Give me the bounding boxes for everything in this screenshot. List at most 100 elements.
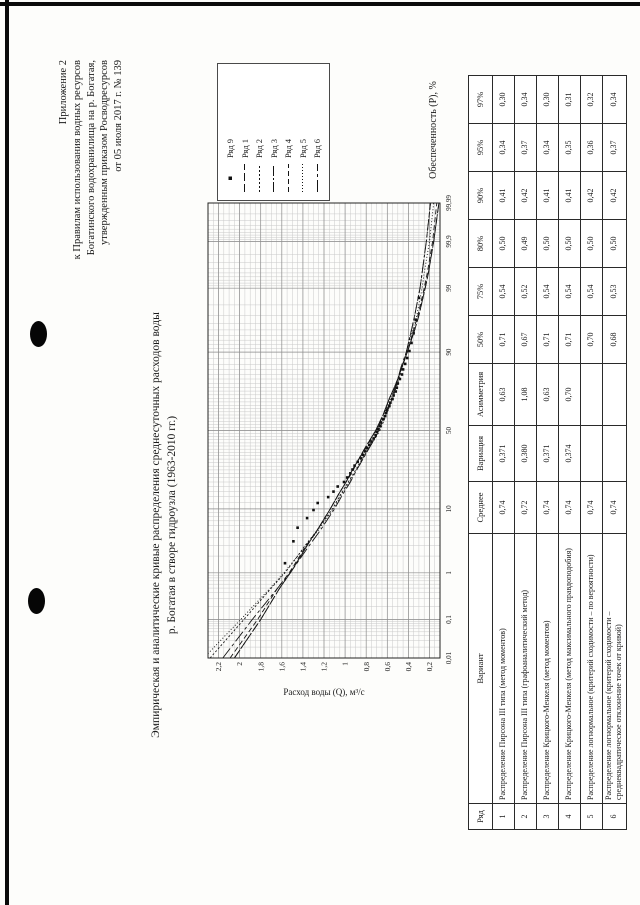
svg-text:2,2: 2,2 bbox=[214, 662, 223, 672]
document-title-line2: р. Богатая в створе гидроузла (1963-2010… bbox=[165, 415, 178, 635]
value-cell: 0,50 bbox=[558, 219, 581, 268]
value-cell: 0,37 bbox=[602, 123, 627, 172]
legend-label: Ряд 6 bbox=[312, 138, 323, 158]
svg-text:0,6: 0,6 bbox=[383, 662, 392, 672]
legend-label: Ряд 5 bbox=[297, 138, 308, 158]
x-axis-title: Обеспеченность (Р), % bbox=[428, 81, 439, 179]
y-axis-title: Расход воды (Q), м³/с bbox=[283, 687, 364, 697]
svg-text:1,2: 1,2 bbox=[320, 662, 329, 672]
punch-hole-bottom bbox=[28, 588, 45, 614]
chart-grid bbox=[208, 202, 440, 659]
document-title-line1: Эмпирическая и аналитические кривые расп… bbox=[150, 312, 162, 738]
table-header-cell: 80% bbox=[468, 219, 493, 268]
table-row: 5 Распределение логнормальное (критерий с… bbox=[580, 75, 603, 830]
value-cell: 0,67 bbox=[514, 315, 537, 364]
legend-label: Ряд 3 bbox=[268, 138, 279, 158]
value-cell: 0,50 bbox=[492, 219, 515, 268]
value-cell: 0,41 bbox=[536, 171, 559, 220]
legend-label: Ряд 9 bbox=[225, 138, 236, 158]
value-cell: 0,54 bbox=[492, 267, 515, 316]
appendix-line: от 05 июля 2017 г. № 139 bbox=[113, 60, 125, 172]
series-line-3 bbox=[234, 203, 440, 658]
legend-label: Ряд 2 bbox=[254, 138, 265, 158]
appendix-line: к Правилам использования водных ресурсов bbox=[71, 60, 83, 260]
svg-text:99,9: 99,9 bbox=[445, 235, 453, 248]
value-cell: 0,54 bbox=[536, 267, 559, 316]
value-cell: 0,71 bbox=[558, 315, 581, 364]
value-cell: 5 bbox=[580, 803, 603, 830]
value-cell: 0,41 bbox=[558, 171, 581, 220]
value-cell: 0,71 bbox=[536, 315, 559, 364]
table-header-cell: 95% bbox=[468, 123, 493, 172]
value-cell: 0,34 bbox=[536, 123, 559, 172]
value-cell: 0,70 bbox=[558, 363, 581, 426]
value-cell: 2 bbox=[514, 803, 537, 830]
value-cell: 0,31 bbox=[558, 75, 581, 124]
svg-text:1,4: 1,4 bbox=[299, 662, 308, 672]
appendix-line: утвержденным приказом Росводресурсов bbox=[99, 60, 111, 245]
x-tick-labels: 0,01 0,1 1 10 50 90 99 99,9 99,99 bbox=[445, 195, 453, 664]
value-cell: 6 bbox=[602, 803, 627, 830]
legend-line-sample bbox=[258, 164, 260, 192]
table-header-cell: Вариация bbox=[468, 425, 493, 482]
svg-text:10: 10 bbox=[445, 505, 453, 513]
variant-cell: Распределение логнормальное (критерий сх… bbox=[580, 533, 603, 804]
document-title: Эмпирическая и аналитические кривые расп… bbox=[149, 205, 180, 845]
svg-text:50: 50 bbox=[445, 427, 453, 435]
value-cell: 0,50 bbox=[580, 219, 603, 268]
svg-text:0,1: 0,1 bbox=[445, 615, 453, 624]
legend-line-sample bbox=[316, 164, 318, 192]
legend-item: Ряд 3 bbox=[267, 68, 282, 193]
value-cell: 0,371 bbox=[492, 425, 515, 482]
value-cell: 0,42 bbox=[514, 171, 537, 220]
empirical-points bbox=[283, 296, 421, 565]
svg-text:99: 99 bbox=[445, 284, 453, 292]
variant-cell: Распределение Пирсона III типа (графоана… bbox=[514, 533, 537, 804]
svg-text:0,4: 0,4 bbox=[404, 662, 413, 672]
svg-text:90: 90 bbox=[445, 348, 453, 356]
appendix-line: Приложение 2 bbox=[58, 60, 69, 125]
svg-text:0,01: 0,01 bbox=[445, 651, 453, 664]
value-cell: 0,63 bbox=[492, 363, 515, 426]
value-cell: 0,50 bbox=[536, 219, 559, 268]
legend-item: Ряд 2 bbox=[252, 68, 267, 193]
value-cell bbox=[602, 425, 627, 482]
value-cell: 1 bbox=[492, 803, 515, 830]
value-cell bbox=[580, 425, 603, 482]
table-header-cell: 75% bbox=[468, 267, 493, 316]
scan-edge-left bbox=[5, 0, 9, 905]
value-cell: 0,74 bbox=[492, 481, 515, 534]
legend-item: Ряд 5 bbox=[296, 68, 311, 193]
value-cell: 0,35 bbox=[558, 123, 581, 172]
legend-item: Ряд 6 bbox=[310, 68, 325, 193]
legend-label: Ряд 4 bbox=[283, 138, 294, 158]
svg-text:2: 2 bbox=[235, 662, 244, 666]
value-cell: 0,42 bbox=[580, 171, 603, 220]
appendix-block: Приложение 2 к Правилам использования во… bbox=[57, 60, 126, 380]
legend-item: Ряд 4 bbox=[281, 68, 296, 193]
table-row: 1 Распределение Пирсона III типа (метод м… bbox=[492, 75, 515, 830]
distribution-chart: 0,2 0,4 0,6 0,8 1 1,2 1,4 1,6 1,8 2 2,2 0,01 0,1 1 10 5… bbox=[207, 195, 453, 697]
svg-text:99,99: 99,99 bbox=[445, 195, 453, 211]
variant-cell: Распределение логнормальное (критерий сх… bbox=[602, 533, 627, 804]
value-cell: 0,50 bbox=[602, 219, 627, 268]
value-cell: 0,53 bbox=[602, 267, 627, 316]
svg-text:0,8: 0,8 bbox=[362, 662, 371, 672]
value-cell: 0,34 bbox=[514, 75, 537, 124]
value-cell: 0,54 bbox=[558, 267, 581, 316]
table-header-row: Ряд Вариант Среднее Вариация Асимметрия 50% 75… bbox=[468, 75, 493, 830]
value-cell: 0,68 bbox=[602, 315, 627, 364]
value-cell: 0,42 bbox=[602, 171, 627, 220]
value-cell: 0,374 bbox=[558, 425, 581, 482]
value-cell: 0,49 bbox=[514, 219, 537, 268]
table-header-cell: 97% bbox=[468, 75, 493, 124]
value-cell: 0,371 bbox=[536, 425, 559, 482]
table-header-cell: 90% bbox=[468, 171, 493, 220]
value-cell: 0,74 bbox=[558, 481, 581, 534]
value-cell: 0,70 bbox=[580, 315, 603, 364]
legend-line-sample bbox=[287, 164, 289, 192]
value-cell: 0,30 bbox=[492, 75, 515, 124]
series-line-2 bbox=[209, 203, 431, 658]
value-cell: 0,30 bbox=[536, 75, 559, 124]
